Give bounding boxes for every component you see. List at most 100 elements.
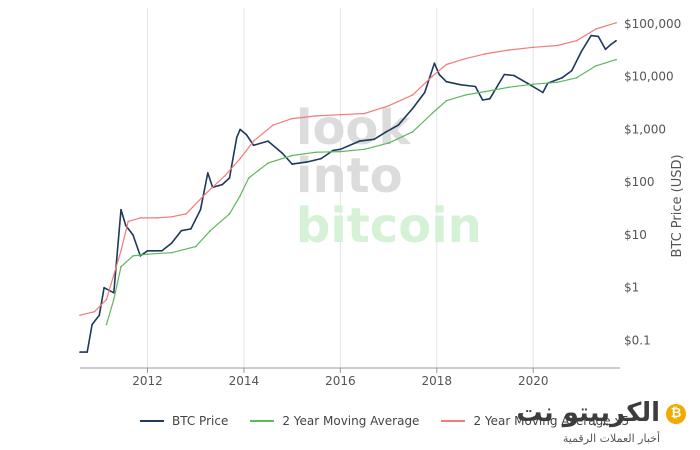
data-point xyxy=(423,91,426,94)
legend-item-2yma[interactable]: 2 Year Moving Average xyxy=(250,414,419,428)
data-point xyxy=(464,57,467,60)
data-point xyxy=(332,149,334,152)
x-tick-label-2020: 2020 xyxy=(518,374,549,388)
data-point xyxy=(615,39,617,42)
data-point xyxy=(281,152,284,155)
data-point xyxy=(120,265,122,268)
data-point xyxy=(489,98,491,100)
data-point xyxy=(146,250,149,252)
data-point xyxy=(120,250,122,252)
data-point xyxy=(204,193,207,195)
data-point xyxy=(508,49,510,51)
data-point xyxy=(508,86,510,88)
data-point xyxy=(252,140,255,142)
data-point xyxy=(103,286,105,289)
data-point xyxy=(464,94,467,96)
data-point xyxy=(199,208,202,211)
data-point xyxy=(431,112,433,115)
data-point xyxy=(445,80,448,83)
data-point xyxy=(339,150,342,153)
data-point xyxy=(156,217,158,219)
data-point xyxy=(91,323,93,326)
legend-swatch-2yma-x5 xyxy=(441,420,466,422)
data-point xyxy=(590,34,592,37)
data-point xyxy=(93,310,96,313)
data-point xyxy=(113,292,115,294)
data-point xyxy=(474,85,477,88)
data-point xyxy=(339,113,342,116)
data-point xyxy=(445,99,448,102)
data-point xyxy=(595,65,597,67)
data-point xyxy=(132,255,134,257)
legend-item-2yma-x5[interactable]: 2 Year Moving Average x5 xyxy=(441,414,629,428)
x-tick-label-2018: 2018 xyxy=(422,374,453,388)
data-point xyxy=(267,162,269,164)
data-point xyxy=(170,216,173,218)
data-point xyxy=(363,112,366,115)
data-point xyxy=(272,124,274,126)
data-point xyxy=(556,44,559,47)
data-point xyxy=(460,84,462,86)
data-point xyxy=(98,314,101,317)
data-point xyxy=(228,177,231,179)
data-point xyxy=(556,81,559,84)
data-point xyxy=(373,138,375,141)
data-point xyxy=(315,151,318,153)
y-axis-label: BTC Price (USD) xyxy=(670,154,685,257)
legend-label-2yma: 2 Year Moving Average xyxy=(282,414,420,428)
y-tick-label: $1 xyxy=(624,281,639,295)
data-point xyxy=(305,161,308,163)
data-point xyxy=(113,298,115,301)
data-point xyxy=(228,213,231,215)
x-tick-label-2012: 2012 xyxy=(132,374,163,388)
data-point xyxy=(609,44,612,46)
data-point xyxy=(132,234,134,236)
axes: 2012 2014 2016 2018 2020 $100,000 $10,000 $1,00… xyxy=(80,17,681,388)
series-line-1 xyxy=(105,59,617,325)
data-point xyxy=(105,298,108,301)
data-point xyxy=(267,140,269,142)
data-point xyxy=(358,140,361,142)
legend-label-btc-price: BTC Price xyxy=(172,414,229,428)
data-point xyxy=(445,63,448,66)
data-point xyxy=(575,77,578,79)
data-point xyxy=(615,58,617,61)
data-point xyxy=(194,245,197,248)
data-point xyxy=(209,229,211,232)
data-point xyxy=(291,117,293,120)
logo-subtitle: أخبار العملات الرقمية xyxy=(562,432,660,445)
data-point xyxy=(363,148,366,151)
data-point xyxy=(561,77,563,79)
data-point xyxy=(315,115,318,117)
data-point xyxy=(411,107,414,110)
data-point xyxy=(161,250,163,252)
legend-swatch-btc-price xyxy=(140,420,164,422)
data-point xyxy=(223,175,226,177)
data-point xyxy=(320,157,322,160)
data-point xyxy=(433,62,436,64)
data-point xyxy=(438,73,441,76)
data-point xyxy=(180,229,183,232)
data-point xyxy=(595,28,597,30)
y-tick-label: $100 xyxy=(624,175,655,189)
x-tick-label-2014: 2014 xyxy=(229,374,260,388)
legend-label-2yma-x5: 2 Year Moving Average x5 xyxy=(473,414,630,428)
y-tick-label: $100,000 xyxy=(624,17,681,31)
data-point xyxy=(146,253,149,255)
data-point xyxy=(411,94,414,96)
data-point xyxy=(170,251,173,254)
data-point xyxy=(385,131,388,133)
data-point xyxy=(484,53,486,55)
legend-item-btc-price[interactable]: BTC Price xyxy=(140,414,228,428)
data-point xyxy=(105,323,108,326)
data-point xyxy=(431,75,433,78)
site-logo: ₿ الكريبتو نت أخبار العملات الرقمية xyxy=(508,398,688,448)
data-point xyxy=(580,50,583,53)
data-point xyxy=(239,157,241,160)
data-point xyxy=(597,35,600,38)
y-tick-label: $0.1 xyxy=(624,333,651,347)
data-point xyxy=(532,46,534,49)
y-tick-label: $10,000 xyxy=(624,70,674,84)
data-point xyxy=(207,172,209,174)
